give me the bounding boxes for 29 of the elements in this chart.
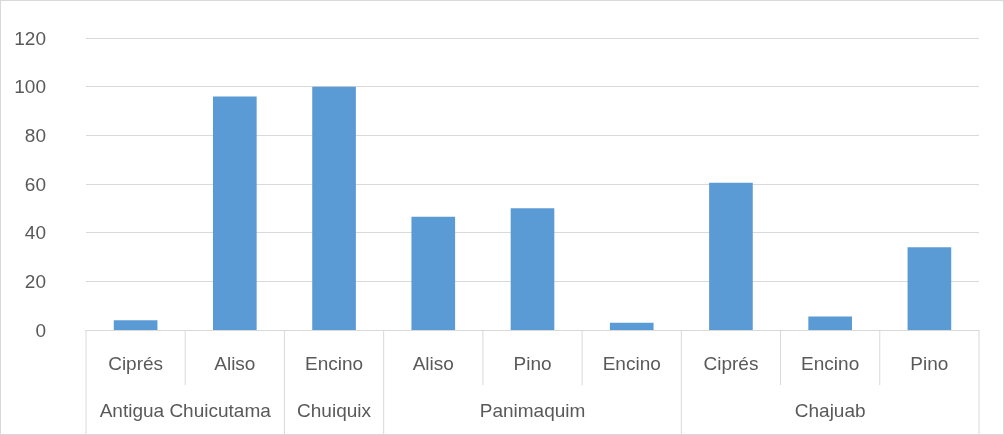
bar — [808, 316, 852, 330]
x-tick-label: Ciprés — [703, 353, 759, 374]
x-tick-label: Encino — [305, 353, 364, 374]
text: Panimaquim — [479, 399, 586, 421]
bar — [312, 86, 356, 330]
y-tick-label: 20 — [24, 270, 46, 292]
x-tick-label: Encino — [801, 353, 860, 374]
x-tick-label: Ciprés — [108, 353, 164, 374]
bar — [609, 322, 654, 330]
bar — [510, 208, 555, 330]
bar — [709, 182, 753, 330]
x-tick-label: Pino — [513, 353, 552, 374]
y-tick-label: 80 — [24, 124, 46, 146]
bar — [411, 216, 456, 330]
text: Chajuab — [794, 399, 866, 421]
x-tick-label: Aliso — [214, 353, 256, 374]
x-tick-label: Aliso — [412, 353, 454, 374]
y-tick-label: 100 — [14, 76, 46, 98]
text: Antigua Chuicutama — [99, 399, 272, 421]
y-tick-label: 40 — [24, 222, 46, 244]
y-tick-label: 60 — [24, 173, 46, 195]
text: Chuiquix — [297, 399, 372, 421]
bar — [213, 96, 257, 330]
bar — [113, 320, 158, 330]
y-tick-label: 120 — [14, 27, 46, 49]
bar — [907, 247, 952, 330]
x-tick-label: Encino — [602, 353, 661, 374]
x-tick-label: Pino — [910, 353, 949, 374]
y-tick-label: 0 — [35, 319, 46, 341]
